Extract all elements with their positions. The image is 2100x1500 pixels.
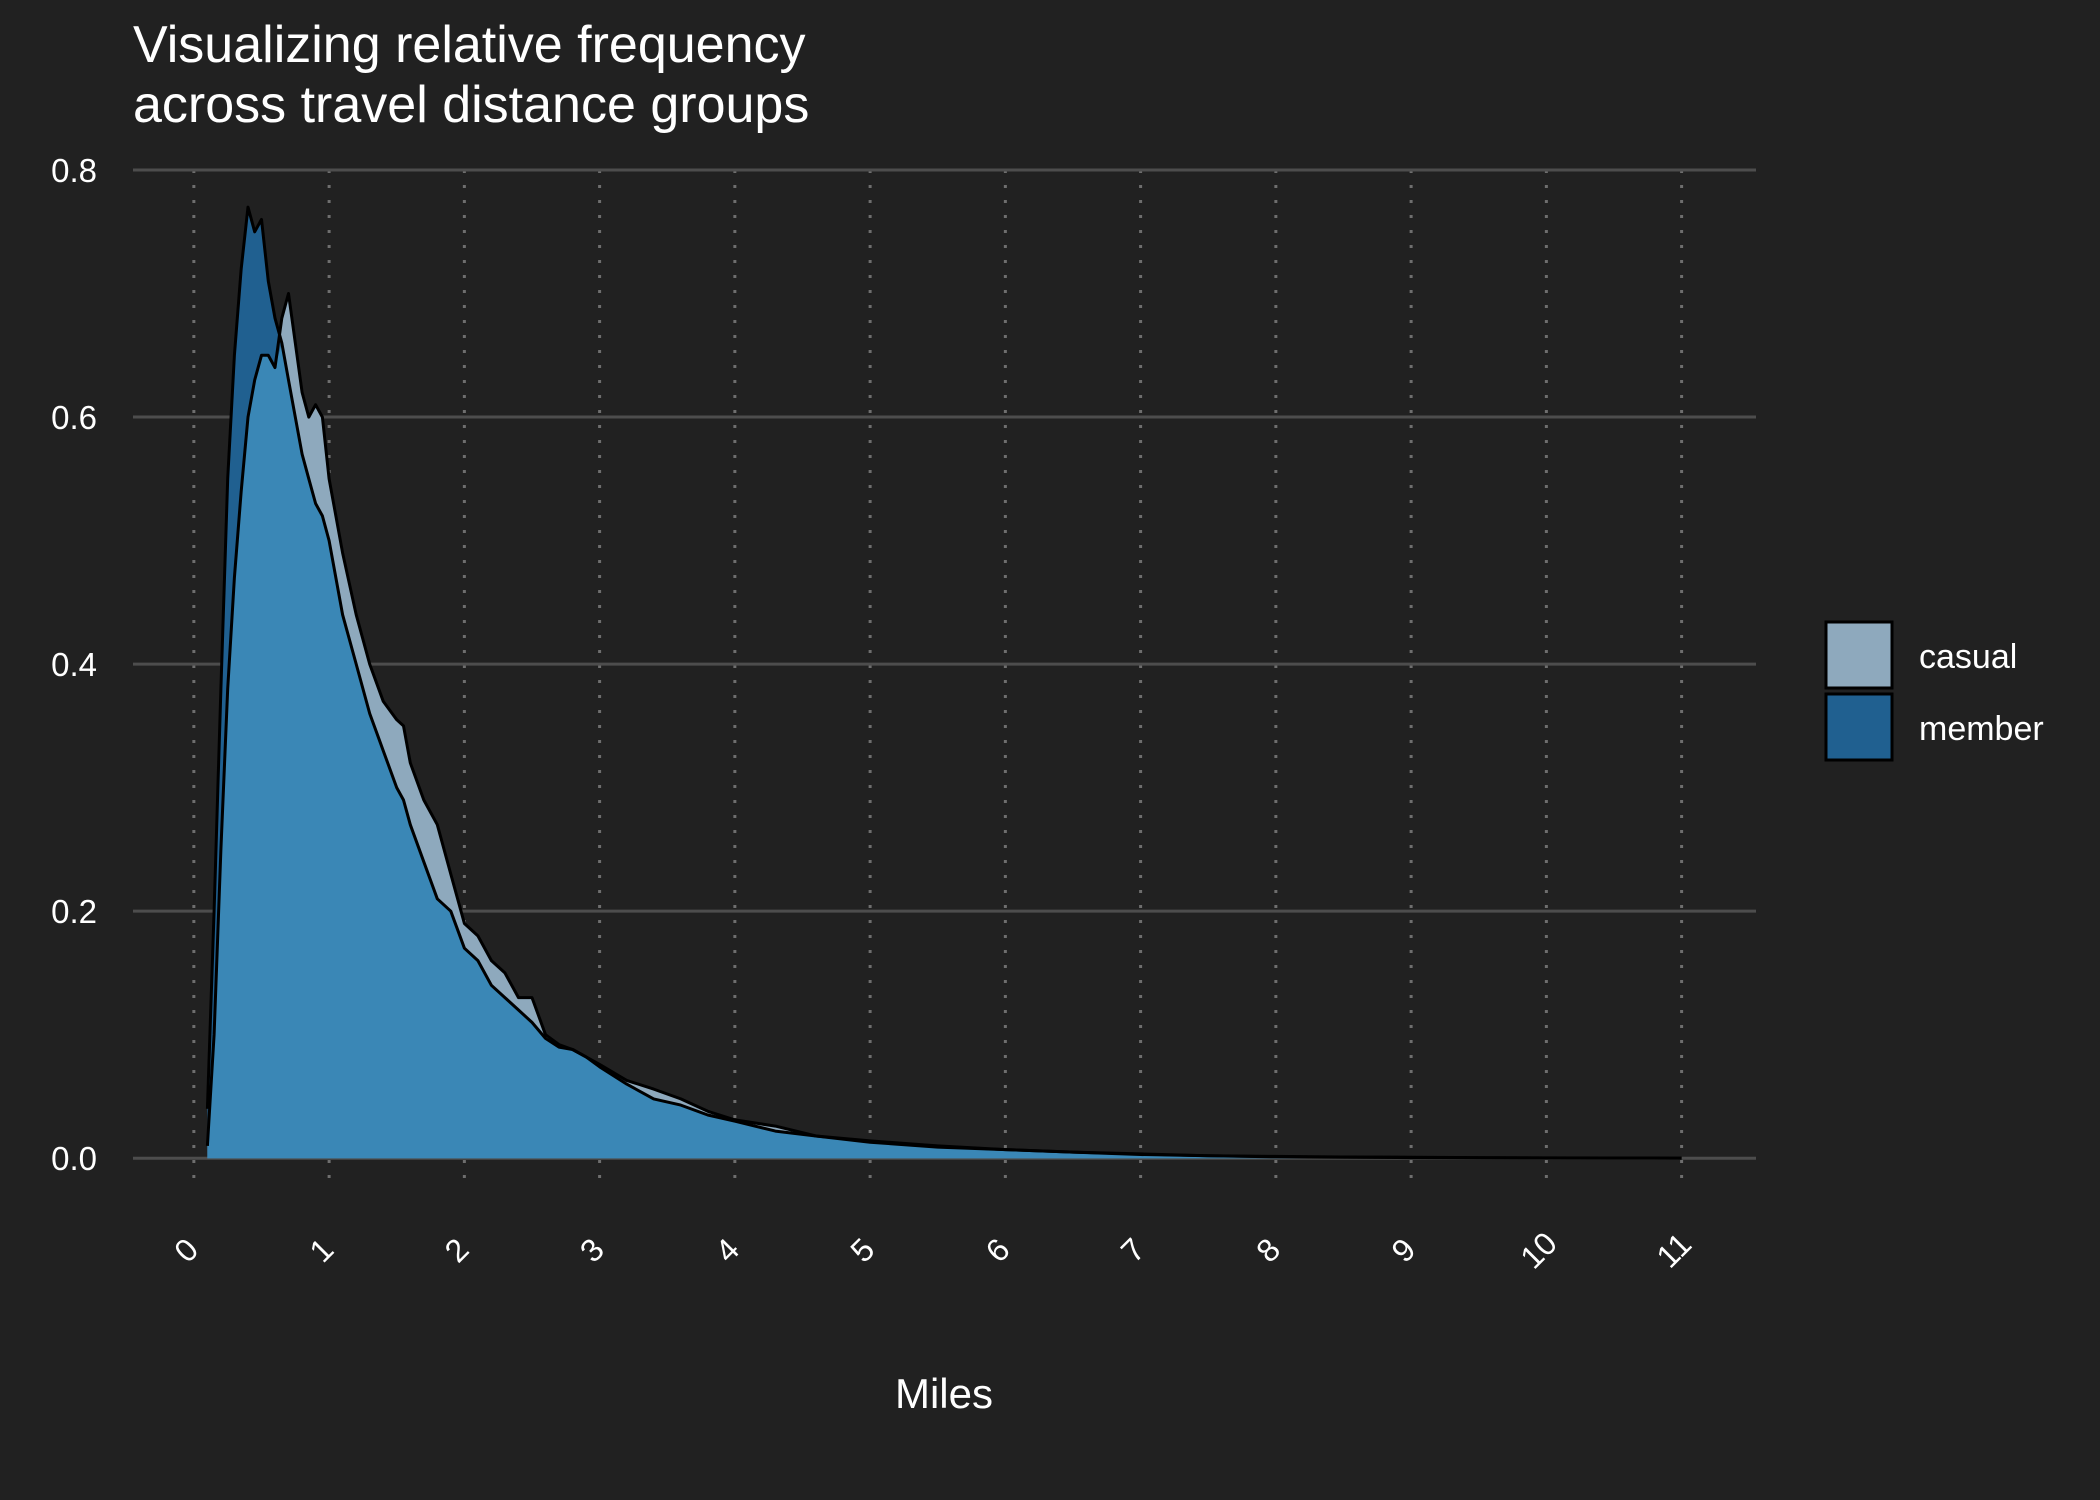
- legend: casual member: [1824, 620, 2044, 762]
- y-tick-label-0.4: 0.4: [51, 646, 97, 683]
- y-tick-label-0.6: 0.6: [51, 399, 97, 436]
- density-area-overlap: [207, 342, 1682, 1159]
- y-tick-label-0.8: 0.8: [51, 152, 97, 189]
- y-axis-tick-labels: 0.0 0.2 0.4 0.6 0.8: [51, 152, 97, 1177]
- y-tick-label-0.0: 0.0: [51, 1140, 97, 1177]
- legend-key-member: [1824, 692, 1894, 762]
- grid: [133, 168, 1756, 1178]
- x-axis-title: Miles: [895, 1370, 993, 1417]
- legend-key-casual: [1824, 620, 1894, 690]
- chart-title-line-1: Visualizing relative frequency: [133, 16, 806, 74]
- chart-title-line-2: across travel distance groups: [133, 76, 809, 134]
- y-tick-label-0.2: 0.2: [51, 893, 97, 930]
- legend-label-casual: casual: [1919, 638, 2017, 676]
- density-outline-member: [205, 205, 1682, 1160]
- legend-label-member: member: [1919, 710, 2044, 748]
- density-areas: [205, 205, 1682, 1160]
